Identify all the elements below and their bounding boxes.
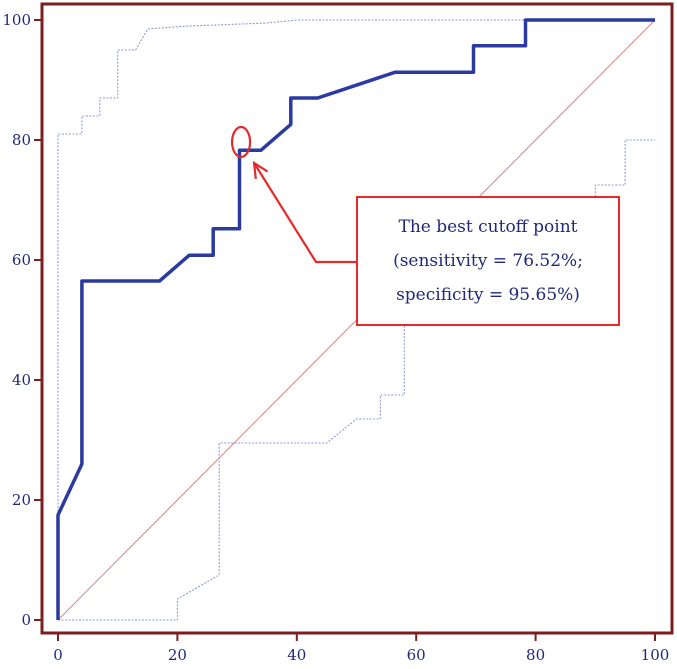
y-tick-label: 80 — [12, 131, 31, 149]
x-tick-label: 0 — [53, 646, 63, 664]
y-tick-label: 100 — [2, 11, 31, 29]
cutoff-marker-ellipse — [230, 125, 252, 159]
cutoff-arrow-line — [253, 162, 356, 264]
y-tick-label: 0 — [21, 611, 31, 629]
cutoff-arrowhead — [252, 160, 269, 180]
roc-curve-line — [56, 18, 655, 620]
x-tick-label: 20 — [168, 646, 187, 664]
x-tick-label: 40 — [287, 646, 306, 664]
best-cutoff-annotation: The best cutoff point (sensitivity = 76.… — [356, 196, 620, 326]
y-tick-label: 20 — [12, 491, 31, 509]
x-tick-label: 80 — [526, 646, 545, 664]
x-tick-label: 60 — [407, 646, 426, 664]
upper-confidence-bound-line — [57, 19, 655, 620]
y-tick-label: 60 — [12, 251, 31, 269]
x-tick-label: 100 — [641, 646, 670, 664]
annotation-line-2: (sensitivity = 76.52%; — [393, 251, 583, 271]
annotation-line-3: specificity = 95.65%) — [396, 285, 580, 305]
plot-frame — [40, 2, 674, 635]
y-tick-label: 40 — [12, 371, 31, 389]
lower-confidence-bound-line — [58, 139, 655, 621]
annotation-line-1: The best cutoff point — [398, 217, 578, 237]
